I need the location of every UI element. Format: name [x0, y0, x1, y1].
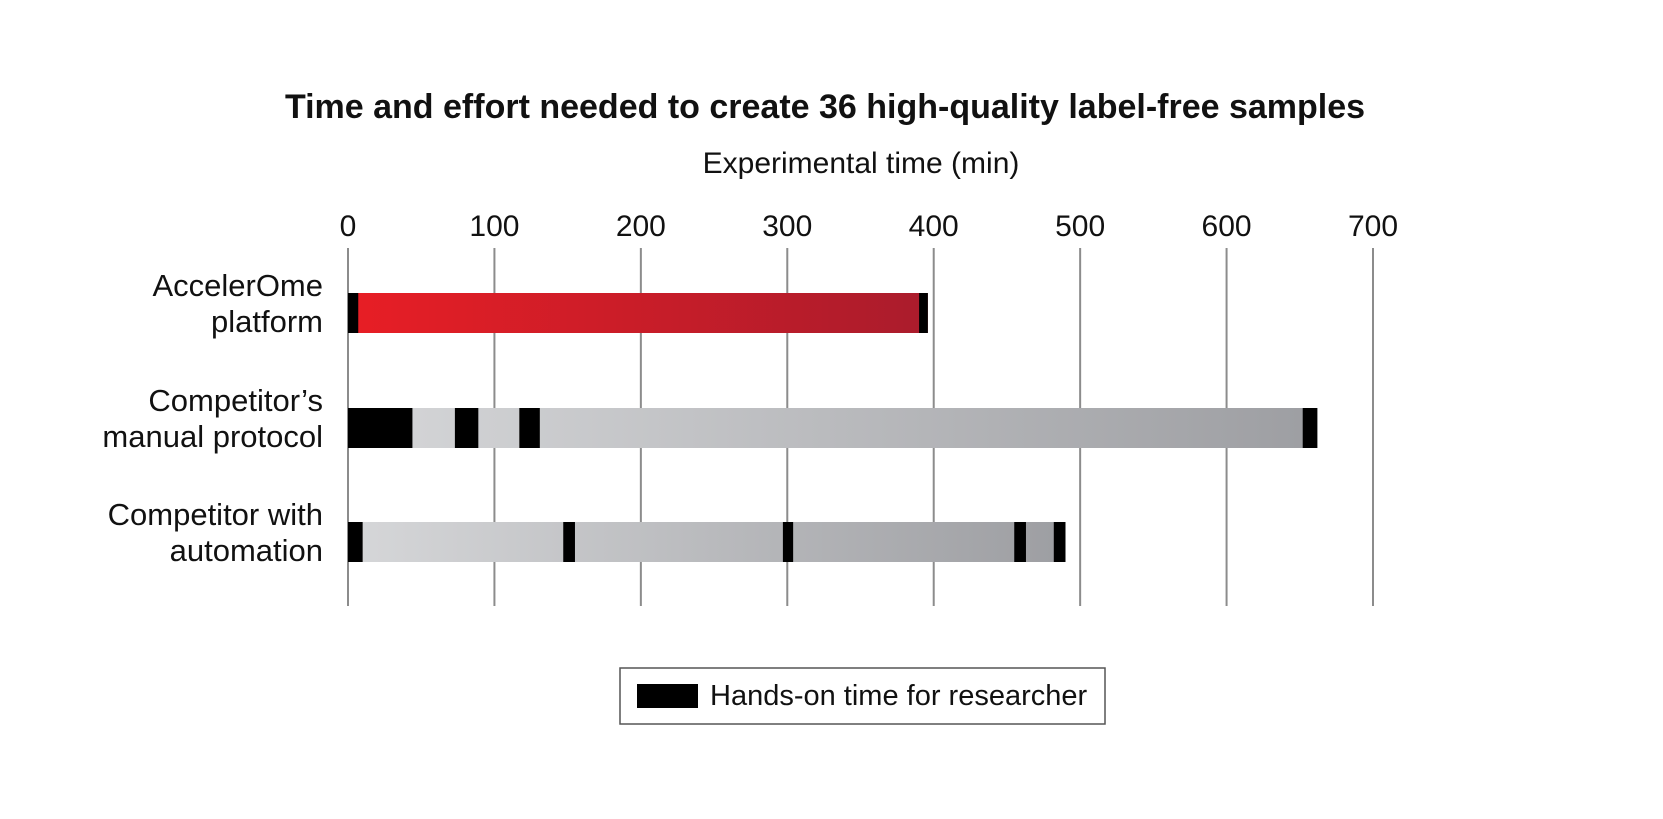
bar-segment-hands-on	[1014, 522, 1026, 562]
x-tick-label: 0	[340, 210, 357, 243]
bar-segment-hands-on	[348, 408, 413, 448]
legend-box	[619, 667, 1106, 725]
legend-swatch-hands-on	[637, 684, 698, 708]
bar-segment-hands-on	[1053, 522, 1066, 562]
x-tick-label: 300	[762, 210, 812, 243]
x-tick-label: 400	[909, 210, 959, 243]
category-label: platform	[211, 304, 323, 339]
bar-segment-hands-on	[563, 522, 575, 562]
bar-instrument-time	[348, 522, 1066, 562]
category-label: AccelerOme	[152, 268, 323, 303]
bar-segment-hands-on	[348, 293, 359, 333]
legend: Hands-on time for researcher	[619, 667, 1106, 725]
x-tick-label: 200	[616, 210, 666, 243]
chart-title: Time and effort needed to create 36 high…	[285, 88, 1365, 126]
bars	[348, 293, 1318, 562]
bar-group	[348, 293, 928, 333]
bar-segment-hands-on	[1302, 408, 1318, 448]
x-tick-label: 700	[1348, 210, 1398, 243]
bar-segment-hands-on	[919, 293, 928, 333]
x-tick-labels: 0 100 200 300 400 500 600 700	[340, 210, 1398, 243]
bar-instrument-time	[348, 293, 928, 333]
bar-segment-hands-on	[782, 522, 794, 562]
category-label: manual protocol	[102, 419, 323, 454]
legend-label: Hands-on time for researcher	[710, 680, 1087, 712]
x-tick-label: 500	[1055, 210, 1105, 243]
x-axis-label: Experimental time (min)	[703, 147, 1020, 180]
category-label: Competitor’s	[148, 383, 323, 418]
category-label: Competitor with	[108, 497, 323, 532]
bar-segment-hands-on	[454, 408, 479, 448]
bar-group	[348, 522, 1066, 562]
x-tick-label: 600	[1202, 210, 1252, 243]
bar-instrument-time	[348, 408, 1318, 448]
bar-segment-hands-on	[519, 408, 540, 448]
bar-group	[348, 408, 1318, 448]
category-label: automation	[170, 533, 323, 568]
bar-segment-hands-on	[348, 522, 363, 562]
x-tick-label: 100	[469, 210, 519, 243]
